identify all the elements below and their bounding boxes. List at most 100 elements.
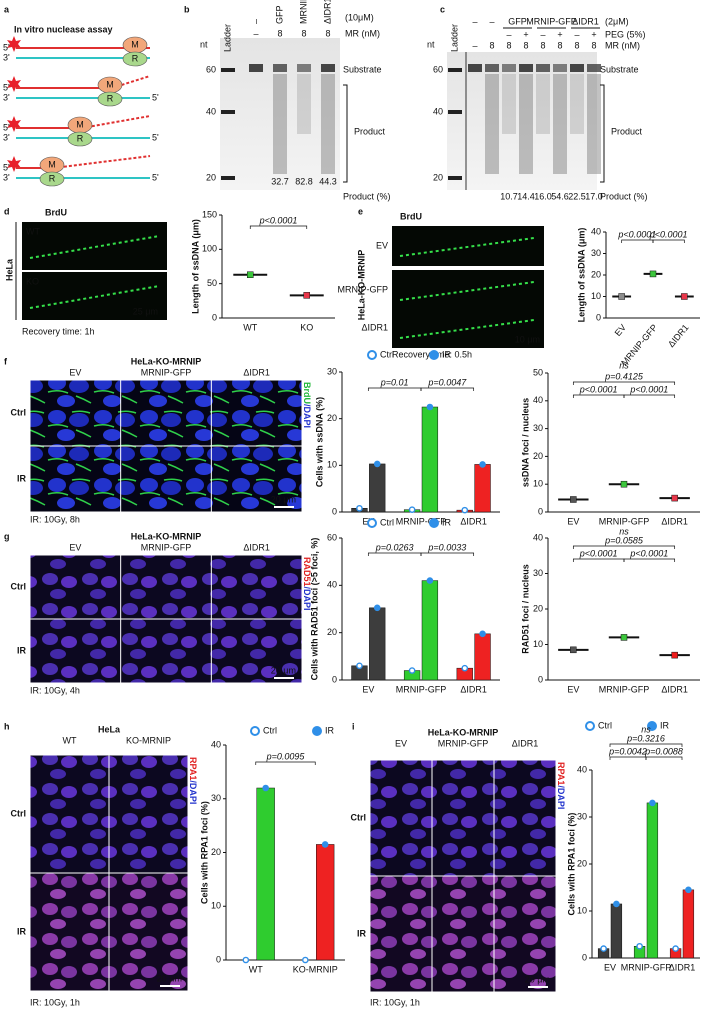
lane-label: – — [472, 16, 477, 26]
label: – — [540, 29, 545, 39]
bar — [646, 802, 659, 959]
label: EV — [69, 367, 81, 377]
p-value: p<0.0001 — [649, 229, 688, 239]
label: + — [523, 29, 528, 39]
label: 8 — [523, 40, 528, 50]
product-smear — [321, 74, 335, 174]
substrate-band — [519, 64, 533, 72]
label: nt — [427, 39, 435, 49]
y-tick-label: 20 — [533, 603, 543, 613]
label: MRNIP-GFP — [141, 542, 192, 552]
label: nt — [200, 39, 208, 49]
x-tick-label: EV — [567, 516, 579, 526]
legend-marker — [312, 726, 322, 736]
y-tick-label: 0 — [216, 954, 221, 964]
micrograph — [494, 876, 556, 992]
diagram-title: In vitro nuclease assay — [14, 24, 113, 34]
micrograph — [30, 446, 121, 512]
label: – — [253, 28, 258, 38]
label: 8 — [506, 40, 511, 50]
label: IR: 10Gy, 8h — [30, 514, 80, 524]
micrograph — [109, 873, 188, 991]
label: Ctrl — [11, 581, 27, 591]
label: 3' — [3, 52, 10, 62]
y-tick-label: 20 — [591, 269, 601, 279]
micrograph — [30, 873, 109, 991]
label: EV — [69, 542, 81, 552]
label: 10 μm — [515, 334, 540, 344]
label: Ctrl — [351, 812, 367, 822]
x-tick-label: EV — [362, 684, 374, 694]
fiber — [399, 237, 535, 257]
y-axis-label: Cells with RAD51 foci (>5 foci, %) — [309, 538, 319, 681]
panel-letter: i — [352, 721, 355, 731]
label: 8 — [557, 40, 562, 50]
label: (2μM) — [605, 16, 629, 26]
label: R — [49, 173, 56, 183]
label: HeLa — [98, 724, 121, 734]
legend-marker — [429, 350, 439, 360]
label: 20 — [433, 172, 443, 182]
x-tick-label: MRNIP-GFP — [599, 684, 650, 694]
label: 20 μm — [271, 494, 296, 504]
micrograph — [211, 619, 302, 683]
y-tick-label: 40 — [533, 532, 543, 542]
label: 8 — [591, 40, 596, 50]
y-axis-label: RAD51 foci / nucleus — [520, 564, 530, 654]
label: – — [506, 29, 511, 39]
legend-marker — [429, 518, 439, 528]
bar-point — [356, 504, 363, 512]
label: Recovery time: 1h — [22, 326, 95, 336]
label: MRNIP-GFP — [438, 738, 489, 748]
mean-marker — [618, 293, 625, 300]
panel-letter: c — [440, 4, 445, 14]
y-tick-label: 20 — [211, 847, 221, 857]
lane-label: ΔIDR1 — [322, 0, 332, 24]
p-value: p=0.01 — [380, 377, 409, 387]
bar-point — [426, 403, 434, 411]
lane-label: Ladder — [449, 24, 459, 52]
label: 40 — [206, 106, 216, 116]
product-smear — [570, 74, 584, 134]
x-tick-label: ΔIDR1 — [669, 962, 696, 972]
lane-label: – — [489, 16, 494, 26]
label: 60 — [206, 64, 216, 74]
bar — [421, 580, 439, 681]
label: M — [76, 119, 84, 129]
label: HeLa — [4, 258, 14, 281]
micrograph — [432, 876, 494, 992]
x-tick-label: WT — [249, 964, 263, 974]
label: HeLa-KO-MRNIP — [428, 727, 499, 737]
product-smear — [297, 74, 311, 134]
bar-point — [613, 900, 620, 908]
stain: BrdU — [302, 382, 312, 404]
legend-marker — [585, 721, 595, 731]
bar — [369, 463, 386, 513]
y-tick-label: 30 — [327, 366, 337, 376]
y-tick-label: 30 — [533, 568, 543, 578]
micrograph — [370, 876, 432, 992]
label: 5' — [3, 82, 10, 92]
bar-point — [672, 945, 679, 952]
product-smear — [502, 74, 516, 134]
x-tick-label: WT — [243, 322, 257, 332]
p-value: p<0.0001 — [579, 384, 618, 394]
micrograph — [22, 222, 167, 270]
label: KO — [26, 276, 39, 286]
significance-bracket — [367, 552, 422, 556]
substrate-band — [321, 64, 335, 72]
micrograph — [121, 555, 211, 619]
bar-point — [636, 942, 643, 950]
micrograph — [211, 380, 302, 446]
label: R — [77, 133, 84, 143]
enzyme-r — [67, 131, 93, 147]
fiber — [399, 281, 535, 301]
bar — [610, 903, 623, 959]
p-value: p<0.0001 — [617, 229, 656, 239]
bar-point — [408, 506, 416, 513]
label: – — [472, 40, 477, 50]
mean-marker — [671, 651, 678, 659]
legend-label: Ctrl — [598, 720, 612, 730]
label: IR: 10Gy, 4h — [30, 685, 80, 695]
x-tick-label: MRNIP-GFP — [621, 962, 672, 972]
